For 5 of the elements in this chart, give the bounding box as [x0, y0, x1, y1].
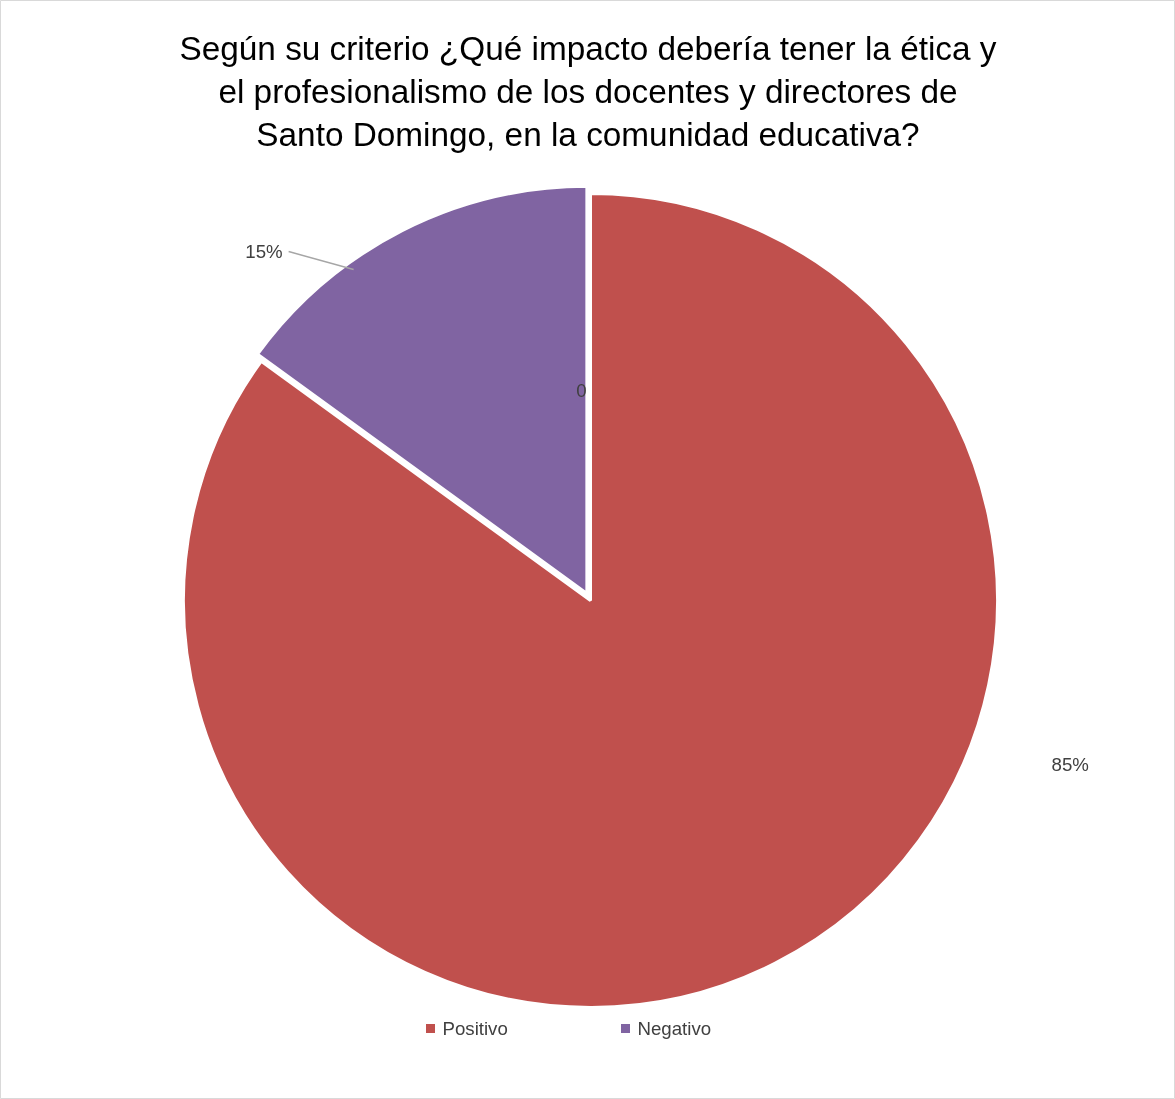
legend-label: Negativo — [637, 1018, 712, 1039]
chart-title: Según su criterio ¿Qué impacto debería tener la ética y el profesionalismo de los docentes y directores de Santo Domingo, en la comunidad educativa? — [179, 30, 997, 153]
data-label: 85% — [1051, 754, 1089, 776]
data-label: 15% — [245, 241, 283, 263]
legend-label: Positivo — [442, 1018, 508, 1039]
